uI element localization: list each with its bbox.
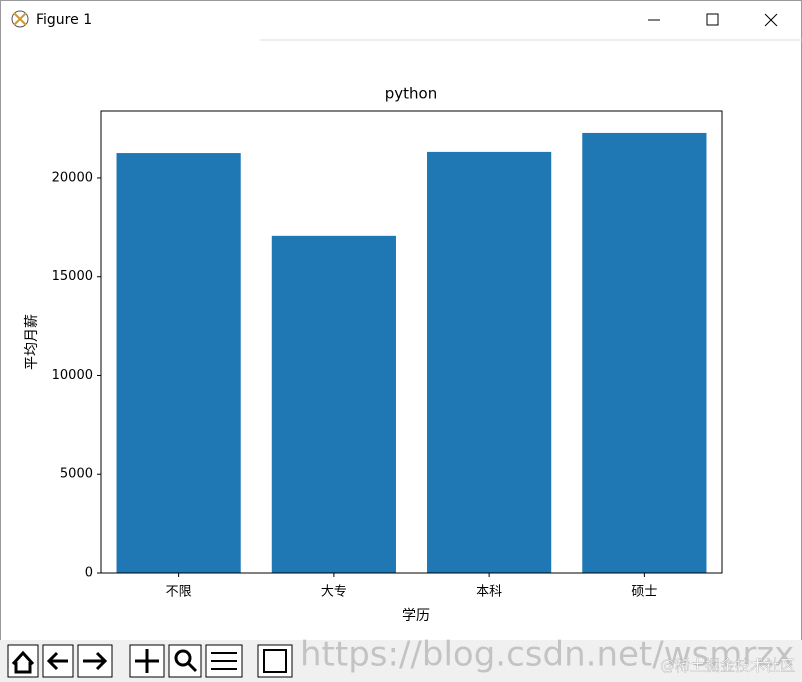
close-button[interactable] <box>764 13 778 27</box>
watermark-site: @稀土掘金技术社区 <box>660 657 795 675</box>
y-axis-label: 平均月薪 <box>24 314 40 370</box>
plot-area: 0 5000 10000 15000 20000 不限 大专 本科 硕士 <box>52 132 707 600</box>
bar <box>271 235 396 574</box>
chart-title: python <box>385 85 437 103</box>
x-tick-label: 不限 <box>166 585 192 600</box>
x-axis-label: 学历 <box>402 608 430 624</box>
x-tick-label: 硕士 <box>631 585 657 600</box>
app-icon-glyph <box>13 12 27 26</box>
y-tick-label: 5000 <box>60 467 93 482</box>
y-tick-label: 10000 <box>52 368 93 383</box>
save-icon <box>263 649 287 673</box>
maximize-button[interactable] <box>706 13 719 26</box>
back-icon <box>46 651 68 671</box>
watermark-url: https://blog.csdn.net/wsmrzx <box>300 635 794 675</box>
zoom-icon <box>174 649 192 667</box>
y-tick-label: 0 <box>85 566 93 581</box>
forward-icon <box>83 651 108 671</box>
home-icon <box>11 650 35 674</box>
pan-icon <box>135 649 159 673</box>
bar <box>116 153 241 573</box>
bar <box>582 132 707 574</box>
x-tick-label: 本科 <box>476 585 502 600</box>
y-tick-label: 20000 <box>52 170 93 185</box>
window-title: Figure 1 <box>36 12 92 28</box>
zoom-icon-handle <box>186 661 198 673</box>
bar <box>427 151 552 573</box>
y-tick-label: 15000 <box>52 269 93 284</box>
configure-icon <box>211 652 237 670</box>
axes-frame <box>100 110 723 574</box>
x-tick-label: 大专 <box>321 585 347 600</box>
